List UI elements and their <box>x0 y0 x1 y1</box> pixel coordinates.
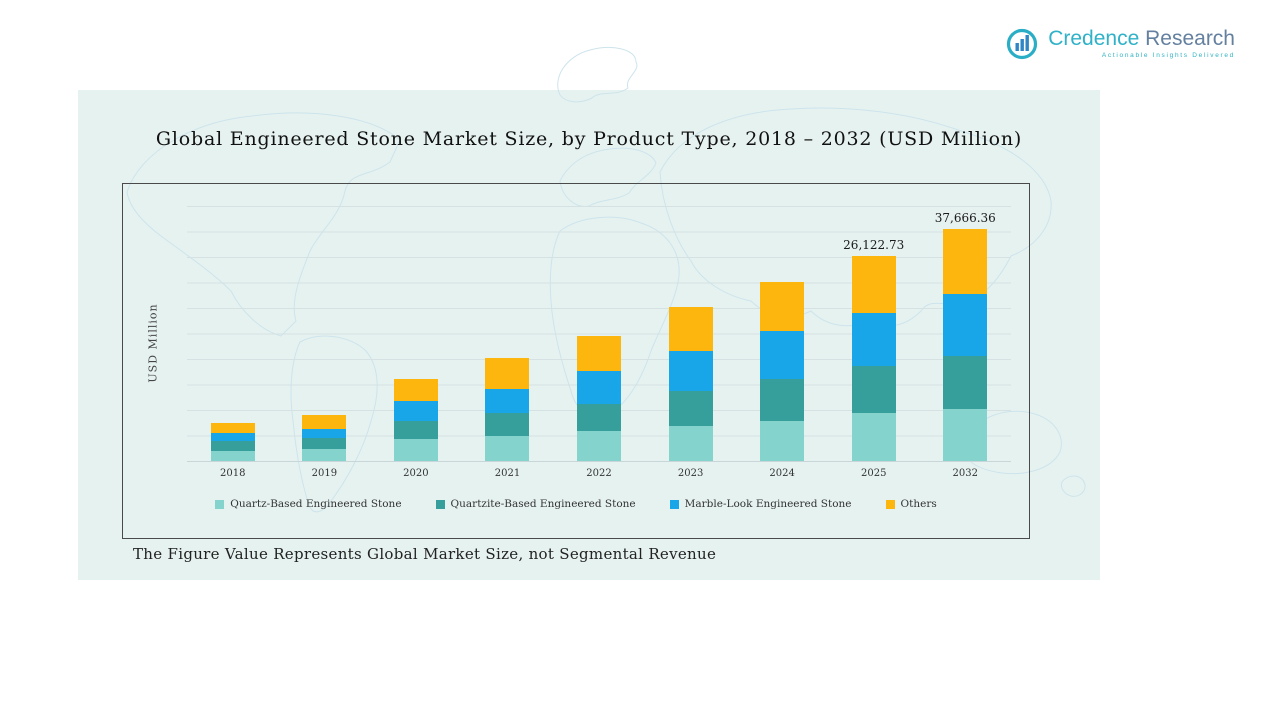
bar-segment <box>393 379 438 401</box>
bar-segment <box>302 438 347 449</box>
bar-segment <box>302 415 347 429</box>
bar-segment <box>210 433 255 441</box>
bar-segment <box>302 429 347 438</box>
legend-item: Quartzite-Based Engineered Stone <box>435 498 636 510</box>
x-tick-label: 2032 <box>952 468 978 479</box>
bar-stack <box>210 423 255 461</box>
bar-total-label: 37,666.36 <box>934 211 996 225</box>
bar-segment <box>943 409 988 461</box>
x-axis-labels: 2018 2019 2020 2021 2022 2023 2024 2025 2032 <box>187 468 1011 479</box>
legend-label: Quartzite-Based Engineered Stone <box>450 498 636 510</box>
bar-stack <box>668 307 713 461</box>
logo-tagline: Actionable Insights Delivered <box>1101 52 1235 59</box>
bar-stack <box>943 229 988 461</box>
bar-2023 <box>645 206 737 461</box>
y-axis-label: USD Million <box>146 303 160 383</box>
bar-segment <box>485 436 530 461</box>
legend-swatch-icon <box>669 499 679 509</box>
legend-item: Quartz-Based Engineered Stone <box>215 498 402 510</box>
legend-label: Marble-Look Engineered Stone <box>684 498 852 510</box>
credence-research-logo: Credence Research Actionable Insights De… <box>1005 27 1235 67</box>
footnote: The Figure Value Represents Global Marke… <box>133 545 717 563</box>
x-tick-label: 2020 <box>403 468 429 479</box>
chart-panel: Global Engineered Stone Market Size, by … <box>78 47 1100 580</box>
x-tick-label: 2021 <box>494 468 521 479</box>
bar-chart-magnifier-icon <box>1005 27 1041 67</box>
bar-total-label: 26,122.73 <box>843 237 905 252</box>
legend-swatch-icon <box>215 499 225 509</box>
plot-area: 26,122.73 37,666.36 <box>187 206 1011 462</box>
x-tick-label: 2019 <box>311 468 338 479</box>
bar-segment <box>393 421 438 439</box>
bar-stack <box>485 358 530 461</box>
bar-2032: 37,666.36 <box>920 206 1012 461</box>
bar-2024 <box>736 206 828 461</box>
bar-segment <box>851 255 896 313</box>
x-tick-label: 2024 <box>769 468 795 479</box>
x-tick-label: 2022 <box>586 468 612 479</box>
bar-segment <box>485 413 530 436</box>
bar-segment <box>668 307 713 351</box>
bar-segment <box>393 401 438 421</box>
bar-segment <box>577 431 622 461</box>
legend-label: Others <box>900 498 937 510</box>
bar-segment <box>851 313 896 366</box>
legend: Quartz-Based Engineered Stone Quartzite-B… <box>123 498 1029 510</box>
bar-segment <box>393 439 438 461</box>
bar-segment <box>760 331 805 379</box>
bar-2020 <box>370 206 462 461</box>
bars-area: 26,122.73 37,666.36 <box>187 206 1011 461</box>
bar-segment <box>302 449 347 461</box>
bar-segment <box>943 356 988 409</box>
bar-2019 <box>279 206 371 461</box>
bar-segment <box>760 421 805 461</box>
bar-2022 <box>553 206 645 461</box>
bar-stack <box>393 379 438 461</box>
legend-item: Others <box>885 498 937 510</box>
bar-2018 <box>187 206 279 461</box>
bar-stack <box>851 255 896 461</box>
bar-2025: 26,122.73 <box>828 206 920 461</box>
bar-segment <box>760 379 805 421</box>
legend-label: Quartz-Based Engineered Stone <box>230 498 402 510</box>
bar-segment <box>943 229 988 294</box>
bar-segment <box>668 351 713 391</box>
bar-segment <box>485 389 530 413</box>
legend-swatch-icon <box>435 499 445 509</box>
bar-segment <box>577 336 622 371</box>
logo-brand-name: Credence Research <box>1048 27 1235 50</box>
bar-segment <box>943 294 988 356</box>
bar-2021 <box>462 206 554 461</box>
bar-segment <box>210 451 255 461</box>
bar-segment <box>851 413 896 461</box>
bar-segment <box>668 426 713 461</box>
x-tick-label: 2018 <box>220 468 246 479</box>
bar-segment <box>668 391 713 426</box>
bar-segment <box>485 358 530 389</box>
bar-segment <box>210 423 255 433</box>
x-tick-label: 2023 <box>677 468 704 479</box>
chart-plot-frame: USD Million 26,122.73 37,666.36 2018 2019 2… <box>122 183 1030 539</box>
bar-segment <box>577 371 622 404</box>
legend-swatch-icon <box>885 499 895 509</box>
bar-stack <box>760 282 805 461</box>
legend-item: Marble-Look Engineered Stone <box>669 498 852 510</box>
bar-segment <box>851 366 896 413</box>
bar-segment <box>210 441 255 451</box>
bar-stack <box>577 336 622 461</box>
bar-stack <box>302 415 347 461</box>
chart-title: Global Engineered Stone Market Size, by … <box>155 128 1023 150</box>
bar-segment <box>577 404 622 431</box>
x-tick-label: 2025 <box>860 468 887 479</box>
bar-segment <box>760 282 805 331</box>
